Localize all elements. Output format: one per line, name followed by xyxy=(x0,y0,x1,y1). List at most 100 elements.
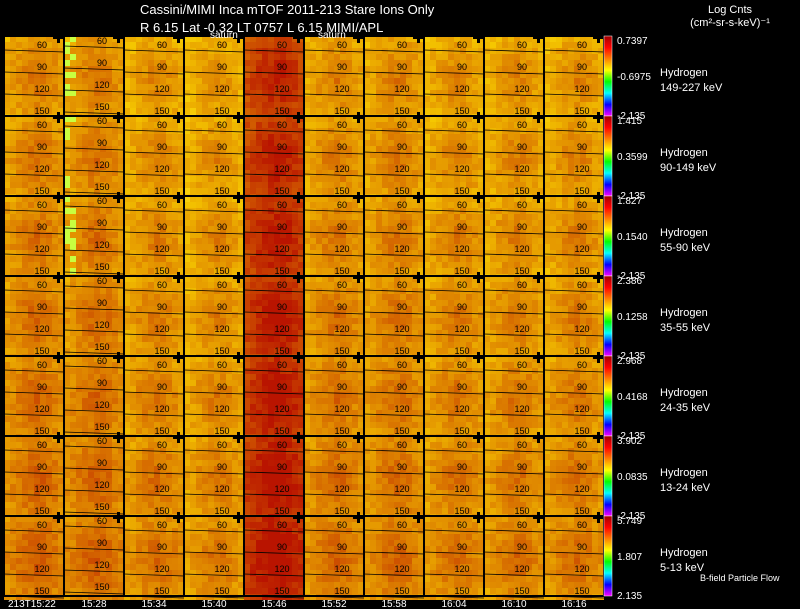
pointer-cross-icon xyxy=(53,512,64,523)
pitch-angle-label: 150 xyxy=(514,506,529,516)
panel-r2-c7: 60 90 120 150 xyxy=(423,192,485,280)
pitch-angle-label: 150 xyxy=(574,426,589,436)
colorbar-0: 0.7397 -0.6975 -2.135 Hydrogen 149-227 keV xyxy=(603,35,723,122)
panel-r4-c6: 60 90 120 150 xyxy=(363,352,425,440)
pitch-angle-label: 60 xyxy=(277,120,287,130)
pitch-angle-label: 120 xyxy=(214,484,229,494)
pitch-angle-label: 120 xyxy=(394,564,409,574)
pitch-angle-label: 60 xyxy=(97,276,107,286)
pitch-angle-label: 60 xyxy=(457,280,467,290)
pointer-cross-icon xyxy=(53,32,64,43)
pitch-angle-label: 90 xyxy=(457,302,467,312)
pitch-angle-label: 120 xyxy=(514,484,529,494)
pitch-angle-label: 60 xyxy=(337,360,347,370)
panel-r6-c7: 60 90 120 150 xyxy=(423,512,485,600)
pointer-cross-icon xyxy=(113,112,124,123)
pitch-angle-label: 90 xyxy=(37,382,47,392)
pointer-cross-icon xyxy=(233,432,244,443)
colorbar-max: 2.386 xyxy=(617,276,642,287)
pointer-cross-icon xyxy=(233,352,244,363)
pitch-angle-label: 60 xyxy=(97,516,107,526)
pitch-angle-label: 120 xyxy=(514,164,529,174)
colorbar-min: -2.135 xyxy=(617,351,646,362)
pitch-angle-label: 60 xyxy=(217,280,227,290)
pitch-angle-label: 90 xyxy=(217,542,227,552)
pointer-cross-icon xyxy=(53,272,64,283)
saturn-label: saturn xyxy=(318,30,346,41)
pitch-angle-label: 90 xyxy=(397,542,407,552)
species-label: Hydrogen xyxy=(660,387,708,399)
pitch-angle-label: 90 xyxy=(277,542,287,552)
pitch-angle-label: 90 xyxy=(577,62,587,72)
pointer-cross-icon xyxy=(293,272,304,283)
pointer-cross-icon xyxy=(353,352,364,363)
pitch-angle-label: 150 xyxy=(574,106,589,116)
pitch-angle-label: 60 xyxy=(577,520,587,530)
pointer-cross-icon xyxy=(233,272,244,283)
pitch-angle-label: 90 xyxy=(277,462,287,472)
pitch-angle-label: 60 xyxy=(277,360,287,370)
panel-r5-c8: 60 90 120 150 xyxy=(483,432,545,520)
panel-r6-c5: 60 90 120 150 xyxy=(303,512,365,600)
pitch-angle-label: 120 xyxy=(514,324,529,334)
pointer-cross-icon xyxy=(413,112,424,123)
pitch-angle-label: 150 xyxy=(214,426,229,436)
panel-r2-c9: 60 90 120 150 xyxy=(543,192,605,280)
pitch-angle-label: 90 xyxy=(157,142,167,152)
pointer-cross-icon xyxy=(233,112,244,123)
panel-r0-c7: 60 90 120 150 xyxy=(423,32,485,120)
pitch-angle-label: 120 xyxy=(574,324,589,334)
pitch-angle-label: 120 xyxy=(574,404,589,414)
pointer-cross-icon xyxy=(473,352,484,363)
panel-r4-c9: 60 90 120 150 xyxy=(543,352,605,440)
pitch-angle-label: 150 xyxy=(454,106,469,116)
pitch-angle-label: 60 xyxy=(157,280,167,290)
panel-r6-c4: 60 90 120 150 xyxy=(243,512,305,600)
pitch-angle-label: 90 xyxy=(217,222,227,232)
pitch-angle-label: 120 xyxy=(394,84,409,94)
pitch-angle-label: 150 xyxy=(214,106,229,116)
pitch-angle-label: 120 xyxy=(34,244,49,254)
pitch-angle-label: 120 xyxy=(154,84,169,94)
pitch-angle-label: 90 xyxy=(457,382,467,392)
pitch-angle-label: 90 xyxy=(277,222,287,232)
pitch-angle-label: 150 xyxy=(454,506,469,516)
panel-r5-c3: 60 90 120 150 xyxy=(183,432,245,520)
pitch-angle-label: 120 xyxy=(454,324,469,334)
pitch-angle-label: 150 xyxy=(454,346,469,356)
pitch-angle-label: 90 xyxy=(217,142,227,152)
pitch-angle-label: 120 xyxy=(454,244,469,254)
pitch-angle-label: 90 xyxy=(457,542,467,552)
pitch-angle-label: 150 xyxy=(334,266,349,276)
panel-r3-c2: 60 90 120 150 xyxy=(123,272,185,360)
pitch-angle-label: 150 xyxy=(94,262,109,272)
panel-r2-c6: 60 90 120 150 xyxy=(363,192,425,280)
pitch-angle-label: 60 xyxy=(217,360,227,370)
time-tick-label: 16:10 xyxy=(501,599,526,609)
pointer-cross-icon xyxy=(593,192,604,203)
colorbar-6: 5.749 1.807 2.135 Hydrogen 5-13 keV xyxy=(603,515,708,602)
pitch-angle-label: 60 xyxy=(397,200,407,210)
pitch-angle-label: 60 xyxy=(337,40,347,50)
energy-label: 90-149 keV xyxy=(660,162,717,174)
pitch-angle-label: 60 xyxy=(37,520,47,530)
units-line-2: (cm²-sr-s-keV)⁻¹ xyxy=(690,17,770,29)
species-label: Hydrogen xyxy=(660,547,708,559)
pitch-angle-label: 60 xyxy=(97,36,107,46)
pitch-angle-label: 90 xyxy=(577,462,587,472)
pitch-angle-label: 60 xyxy=(457,120,467,130)
pitch-angle-label: 150 xyxy=(214,586,229,596)
pitch-angle-label: 120 xyxy=(154,484,169,494)
pitch-angle-label: 150 xyxy=(34,186,49,196)
pitch-angle-label: 90 xyxy=(157,302,167,312)
pitch-angle-label: 150 xyxy=(214,266,229,276)
pitch-angle-label: 90 xyxy=(397,302,407,312)
time-tick-label: 16:04 xyxy=(441,599,466,609)
pitch-angle-label: 120 xyxy=(214,324,229,334)
pitch-angle-label: 60 xyxy=(577,120,587,130)
pointer-cross-icon xyxy=(473,192,484,203)
pitch-angle-label: 60 xyxy=(277,40,287,50)
pointer-cross-icon xyxy=(413,32,424,43)
pitch-angle-label: 90 xyxy=(577,302,587,312)
pointer-cross-icon xyxy=(173,192,184,203)
